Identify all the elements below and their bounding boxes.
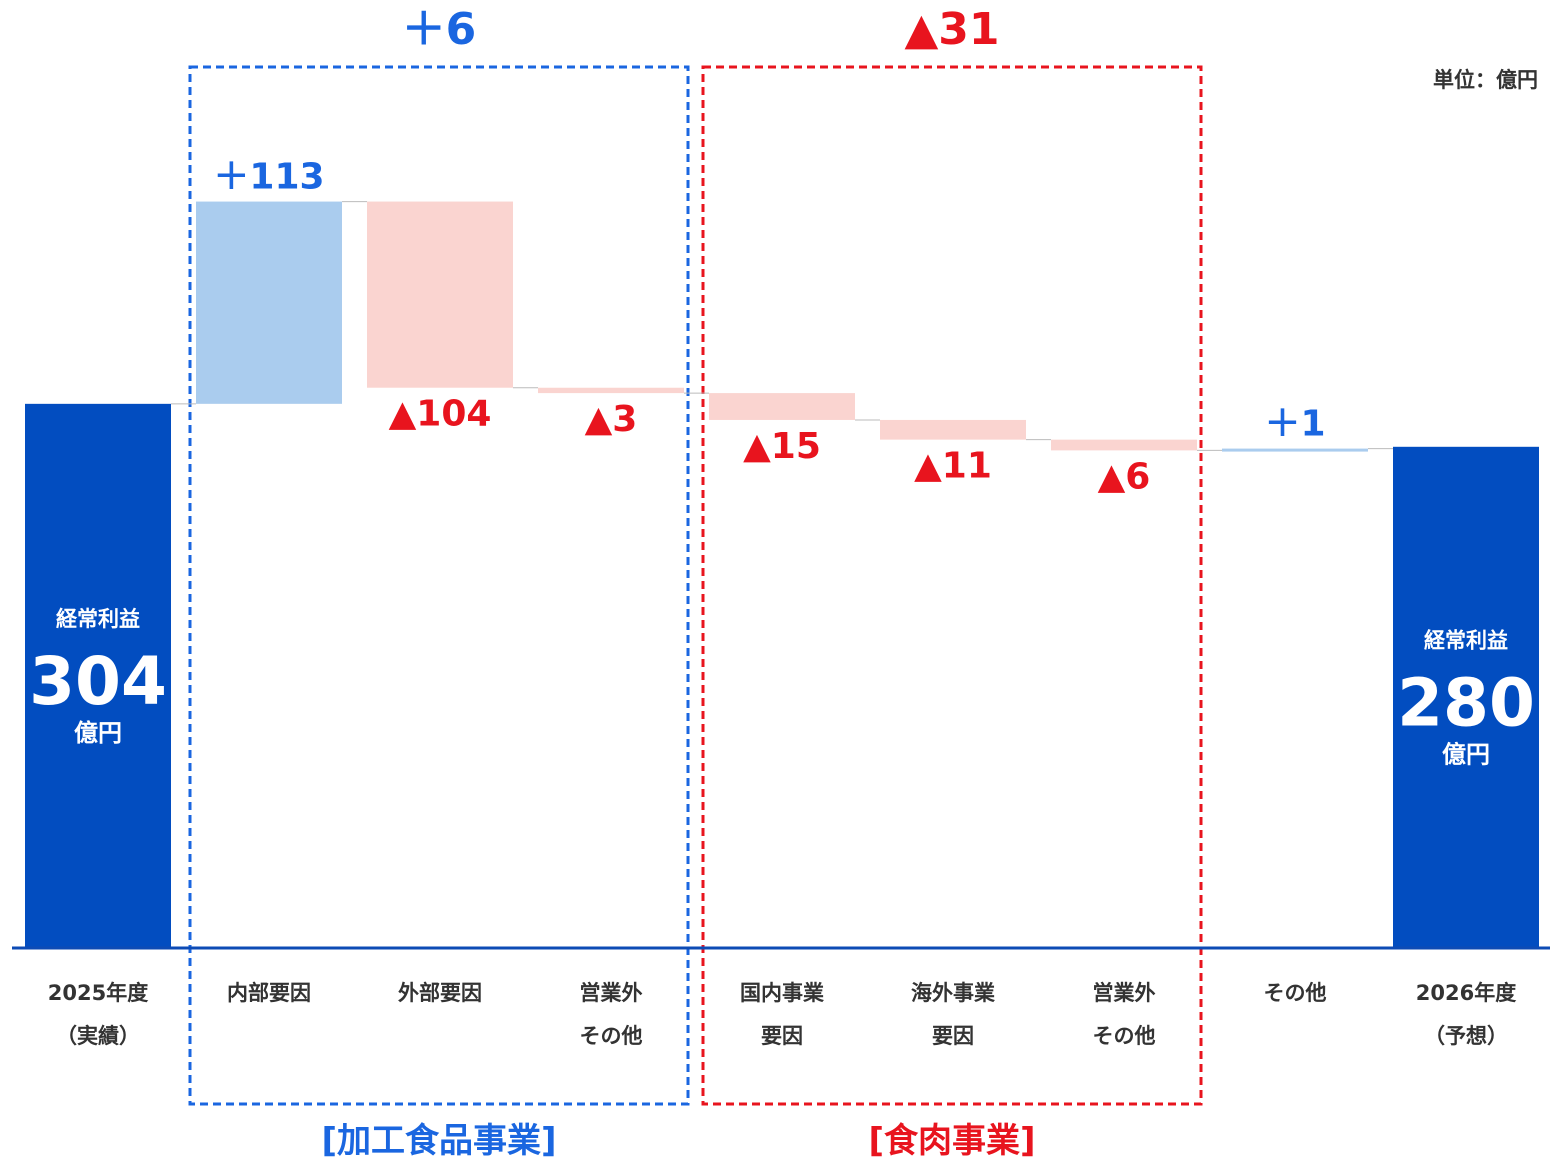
increase-bar [1222, 448, 1368, 452]
category-label: その他 [1093, 1024, 1156, 1048]
group-total-label: ▲31 [904, 4, 999, 55]
delta-label: ＋1 [1264, 404, 1325, 445]
decrease-bar [538, 387, 684, 394]
category-label: 内部要因 [227, 981, 311, 1005]
category-label: 国内事業 [740, 981, 825, 1005]
unit-label: 単位：億円 [1433, 68, 1538, 92]
category-label: 2026年度 [1416, 981, 1516, 1005]
category-label: （予想） [1424, 1024, 1508, 1048]
connector-lines [171, 201, 1393, 451]
category-label: 営業外 [1093, 981, 1156, 1005]
delta-label: ＋113 [213, 157, 324, 198]
total-value-label: 304 [29, 643, 167, 720]
delta-label: ▲6 [1098, 456, 1151, 497]
category-label: 営業外 [580, 981, 643, 1005]
category-labels: 2025年度（実績）内部要因 外部要因 営業外その他国内事業要因海外事業要因営業外そ… [48, 981, 1516, 1048]
group-name-label: [加工食品事業] [321, 1121, 556, 1161]
total-unit: 億円 [74, 719, 122, 747]
delta-label: ▲3 [585, 399, 638, 440]
delta-label: ▲15 [743, 426, 821, 467]
group-total-label: ＋6 [402, 4, 477, 55]
category-label: 要因 [932, 1024, 974, 1048]
category-label: その他 [1264, 981, 1327, 1005]
group-boxes: ＋6 [加工食品事業] ▲31 [食肉事業] [188, 4, 1203, 1161]
increase-bar [196, 201, 342, 404]
decrease-bar [709, 393, 855, 420]
decrease-bar [367, 201, 513, 388]
decrease-bar [1051, 439, 1197, 451]
group-box [701, 65, 1203, 1106]
total-title: 経常利益 [56, 607, 140, 631]
total-unit: 億円 [1442, 740, 1490, 768]
total-title: 経常利益 [1424, 628, 1508, 652]
category-label: 海外事業 [911, 981, 996, 1005]
total-bar [25, 403, 171, 949]
delta-label: ▲11 [914, 446, 992, 487]
category-label: 2025年度 [48, 981, 148, 1005]
category-label: 要因 [761, 1024, 803, 1048]
group-box [188, 65, 690, 1106]
total-bar [1393, 446, 1539, 948]
category-label: 外部要因 [398, 981, 482, 1005]
category-label: （実績） [56, 1024, 140, 1048]
group-name-label: [食肉事業] [868, 1121, 1035, 1161]
total-value-label: 280 [1397, 664, 1535, 741]
bars [25, 201, 1539, 949]
category-label: その他 [580, 1024, 643, 1048]
decrease-bar [880, 419, 1026, 440]
delta-label: ▲104 [389, 394, 492, 435]
